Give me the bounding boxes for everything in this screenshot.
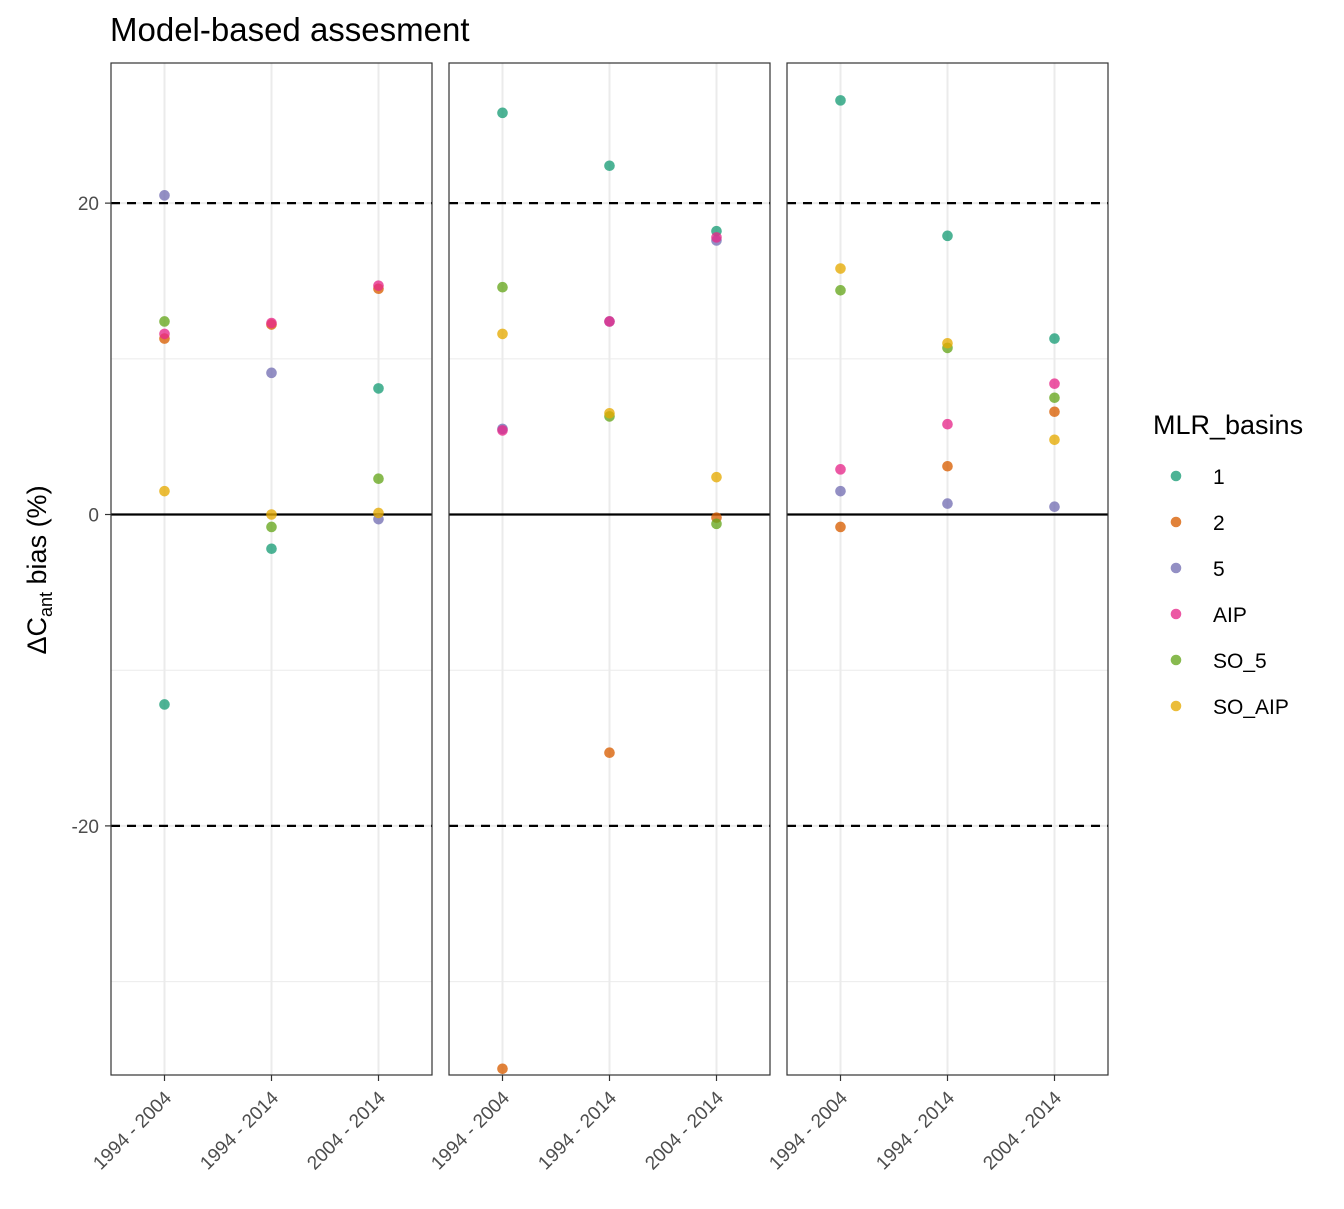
data-point xyxy=(497,107,508,119)
y-axis-ticks: 20 0 -20 xyxy=(72,194,111,838)
data-point xyxy=(159,328,170,340)
data-point xyxy=(159,190,170,201)
y-axis-label: ΔCant bias (%) xyxy=(22,485,56,654)
legend-entries: 1 2 5 AIP SO_5 SO_AIP xyxy=(1170,466,1289,719)
data-point xyxy=(266,317,277,329)
legend-key-5 xyxy=(1170,562,1182,574)
facet-panel-1 xyxy=(110,62,433,1076)
data-point xyxy=(942,418,953,430)
y-tick-label: -20 xyxy=(72,817,99,838)
data-point xyxy=(266,367,277,379)
chart-title: Model-based assesment xyxy=(110,11,470,48)
facet-panels xyxy=(110,62,1109,1076)
legend-label-2: 2 xyxy=(1213,512,1225,535)
data-point xyxy=(159,316,170,327)
facet-panel-2 xyxy=(448,62,771,1076)
data-point xyxy=(1049,378,1060,390)
data-point xyxy=(159,699,170,710)
data-point xyxy=(942,460,953,472)
y-axis-label-suffix: bias (%) xyxy=(22,485,52,592)
x-tick-label: 1994 - 2004 xyxy=(765,1087,852,1174)
data-point xyxy=(942,498,953,509)
x-tick-label: 1994 - 2014 xyxy=(872,1087,959,1174)
data-point xyxy=(266,543,277,555)
legend-label-1: 1 xyxy=(1213,466,1225,489)
x-tick-label: 1994 - 2014 xyxy=(196,1087,283,1174)
legend-key-so_5 xyxy=(1170,654,1182,666)
data-point xyxy=(373,280,384,291)
data-point xyxy=(1049,501,1060,513)
legend-title: MLR_basins xyxy=(1153,410,1303,440)
data-point xyxy=(1049,333,1060,344)
data-point xyxy=(711,471,722,483)
legend-key-2 xyxy=(1170,516,1182,528)
x-tick-label: 2004 - 2014 xyxy=(641,1087,728,1174)
data-point xyxy=(711,518,722,530)
legend-key-aip xyxy=(1170,608,1182,620)
y-tick-label: 0 xyxy=(88,506,99,527)
facet-panel-3 xyxy=(786,62,1109,1076)
data-point xyxy=(159,485,170,497)
y-axis-label-subscript: ant xyxy=(36,592,56,617)
data-point xyxy=(1049,406,1060,418)
data-point xyxy=(835,485,846,497)
y-tick-label: 20 xyxy=(78,194,99,215)
data-point xyxy=(711,232,722,243)
legend-label-aip: AIP xyxy=(1213,604,1247,627)
data-point xyxy=(266,521,277,533)
data-point xyxy=(497,1063,508,1075)
y-axis-label-prefix: ΔC xyxy=(22,617,52,655)
data-point xyxy=(604,160,615,172)
data-point xyxy=(373,473,384,484)
legend-label-so_5: SO_5 xyxy=(1213,650,1267,673)
x-tick-label: 1994 - 2004 xyxy=(89,1087,176,1174)
x-tick-label: 1994 - 2004 xyxy=(427,1087,514,1174)
data-point xyxy=(1049,434,1060,446)
data-point xyxy=(497,425,508,436)
legend: MLR_basins 1 2 5 AIP SO_5 SO_AIP xyxy=(1153,410,1303,719)
data-point xyxy=(942,230,953,242)
data-point xyxy=(604,408,615,419)
legend-label-5: 5 xyxy=(1213,558,1225,581)
x-tick-label: 2004 - 2014 xyxy=(303,1087,390,1174)
data-point xyxy=(835,521,846,533)
x-tick-label: 1994 - 2014 xyxy=(534,1087,621,1174)
data-point xyxy=(497,328,508,340)
legend-key-1 xyxy=(1170,470,1182,482)
data-point xyxy=(835,464,846,475)
data-point xyxy=(266,509,277,520)
data-point xyxy=(373,507,384,519)
data-point xyxy=(835,95,846,106)
legend-key-so_aip xyxy=(1170,700,1182,712)
data-point xyxy=(1049,392,1060,404)
data-point xyxy=(835,263,846,274)
data-point xyxy=(942,337,953,349)
data-point xyxy=(604,316,615,327)
x-tick-label: 2004 - 2014 xyxy=(979,1087,1066,1174)
data-point xyxy=(604,747,615,759)
x-axis-ticks: 1994 - 2004 1994 - 2014 2004 - 2014 1994 - … xyxy=(89,1075,1066,1174)
data-point xyxy=(835,285,846,296)
data-point xyxy=(497,281,508,293)
data-point xyxy=(373,383,384,394)
legend-label-so_aip: SO_AIP xyxy=(1213,696,1289,719)
